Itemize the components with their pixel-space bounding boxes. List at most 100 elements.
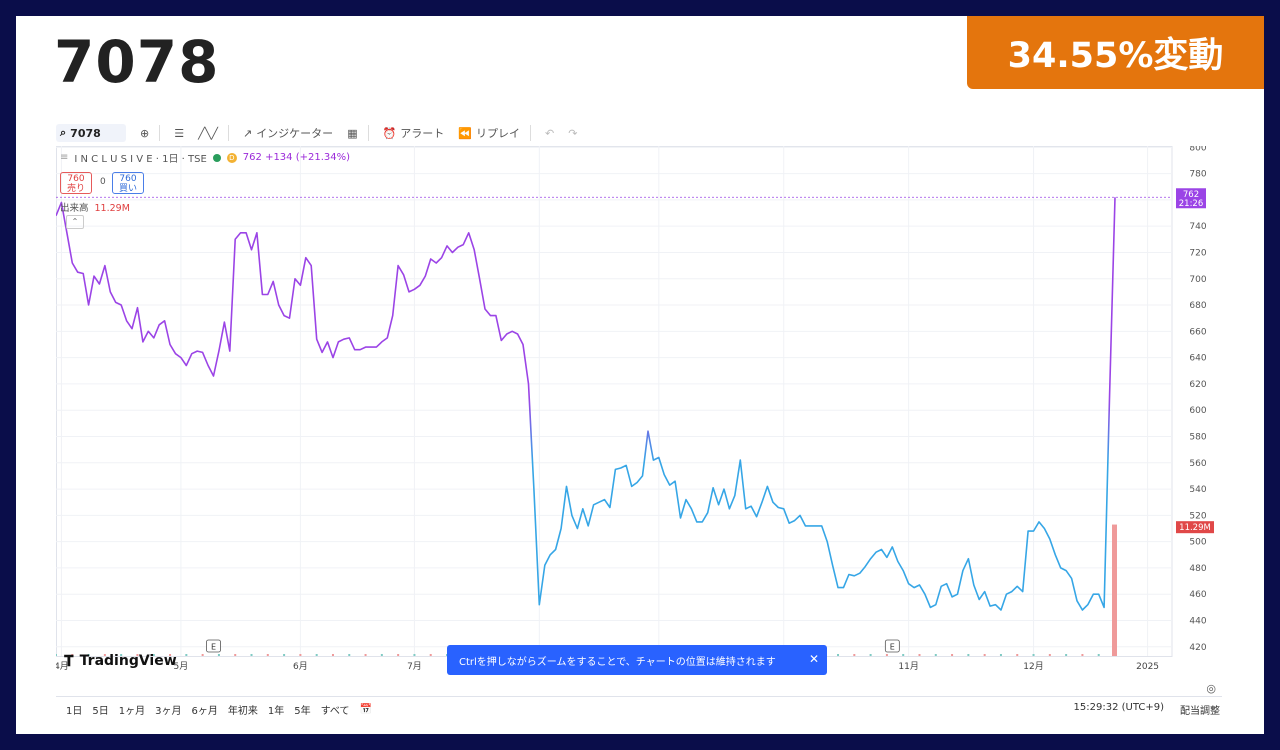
y-tick-label: 680 xyxy=(1189,301,1206,311)
volume-bar xyxy=(413,654,416,656)
volume-bar xyxy=(934,654,937,656)
price-tag xyxy=(1176,188,1206,209)
volume-bar xyxy=(266,654,269,656)
alert-button[interactable]: ⏰ アラート xyxy=(383,125,445,141)
y-tick-label: 620 xyxy=(1189,380,1206,390)
volume-bar xyxy=(234,654,237,656)
close-icon[interactable]: ✕ xyxy=(808,652,819,666)
price-chart[interactable]: 420 440 460 480 500 520 540 560 580 600 620 640 660 6… xyxy=(56,146,1222,696)
tradingview-logo: 𝐓 TradingView xyxy=(64,652,177,670)
volume-bar xyxy=(217,654,220,656)
calendar-icon[interactable]: 📅 xyxy=(359,703,372,715)
symbol-name: I N C L U S I V E · 1日 · TSE xyxy=(74,154,207,165)
symbol-search[interactable]: ⌕ 7078 xyxy=(56,124,126,142)
replay-label: リプレイ xyxy=(476,127,520,140)
add-symbol-icon[interactable]: ⊕ xyxy=(140,126,150,140)
symbol-label: 7078 xyxy=(70,126,101,140)
volume-bar xyxy=(364,654,367,656)
logo-text: TradingView xyxy=(79,653,177,669)
layout-grid-icon[interactable]: ▦ xyxy=(347,126,358,140)
card: 7078 34.55%変動 ⌕ 7078 ⊕ ☰ ╱╲╱ ↗ インジケーター ▦… xyxy=(16,16,1264,734)
ticker-title: 7078 xyxy=(54,28,220,96)
toolbar-divider xyxy=(159,125,161,141)
indicators-button[interactable]: ↗ インジケーター xyxy=(243,125,333,141)
y-tick-label: 460 xyxy=(1189,590,1206,600)
replay-button[interactable]: ⏪ リプレイ xyxy=(458,125,520,141)
bar-style-icon[interactable]: ☰ xyxy=(174,126,185,140)
toolbar-divider xyxy=(227,125,229,141)
change-badge: 34.55%変動 xyxy=(967,16,1264,89)
volume-bar xyxy=(201,654,204,656)
x-tick-label: 5月 xyxy=(174,661,189,672)
timeframe-button[interactable]: 3ヶ月 xyxy=(155,705,182,717)
volume-bar xyxy=(1112,524,1117,656)
collapse-icon[interactable]: ⌃ xyxy=(66,215,84,229)
volume-bar xyxy=(397,654,400,656)
tradingview-widget: ⌕ 7078 ⊕ ☰ ╱╲╱ ↗ インジケーター ▦ ⏰ アラート ⏪ リプレイ xyxy=(56,120,1222,717)
y-tick-label: 800 xyxy=(1189,146,1206,153)
timeframe-button[interactable]: 5日 xyxy=(92,705,109,717)
volume-bar xyxy=(185,654,188,656)
earnings-marker-label: E xyxy=(890,643,895,652)
timeframe-button[interactable]: 1年 xyxy=(267,705,285,717)
alarm-clock-icon: ⏰ xyxy=(382,126,397,140)
volume-bar xyxy=(120,654,123,656)
redo-icon[interactable]: ↷ xyxy=(568,126,578,140)
market-status-icon xyxy=(212,153,221,162)
sell-button[interactable]: 760 売り xyxy=(60,172,92,194)
timeframe-button[interactable]: 5年 xyxy=(294,705,311,717)
timeframe-button[interactable]: すべて xyxy=(320,705,350,717)
chart-toolbar: ⌕ 7078 ⊕ ☰ ╱╲╱ ↗ インジケーター ▦ ⏰ アラート ⏪ リプレイ xyxy=(56,120,1222,146)
y-tick-label: 780 xyxy=(1189,170,1206,180)
x-tick-label: 6月 xyxy=(293,661,308,672)
volume-bar xyxy=(250,654,253,656)
x-tick-label: 12月 xyxy=(1023,661,1043,672)
volume-legend: 出来高 11.29M xyxy=(60,200,130,214)
volume-value: 11.29M xyxy=(94,203,130,214)
volume-bar xyxy=(902,654,905,656)
y-tick-label: 640 xyxy=(1189,354,1206,364)
timeframe-button[interactable]: 1日 xyxy=(66,705,83,717)
indicators-icon: ↗ xyxy=(242,126,253,140)
y-tick-label: 540 xyxy=(1189,485,1206,495)
y-tick-label: 560 xyxy=(1189,459,1206,469)
clock: 15:29:32 (UTC+9) xyxy=(1073,702,1164,713)
price-tag-value: 762 xyxy=(1183,190,1199,200)
spread-value: 0 xyxy=(100,177,106,187)
eye-icon[interactable]: ◎ xyxy=(1206,682,1216,695)
volume-bar xyxy=(56,654,57,656)
volume-tag xyxy=(1176,521,1214,534)
line-style-icon[interactable]: ╱╲╱ xyxy=(198,126,218,140)
menu-icon[interactable]: ≡ xyxy=(60,152,69,163)
volume-bar xyxy=(299,654,302,656)
price-line xyxy=(56,197,1116,611)
zoom-hint-toast: Ctrlを押しながらズームをすることで、チャートの位置は維持されます ✕ xyxy=(447,645,827,675)
toast-text: Ctrlを押しながらズームをすることで、チャートの位置は維持されます xyxy=(459,656,776,668)
y-tick-label: 600 xyxy=(1189,406,1206,416)
volume-bar xyxy=(87,654,90,656)
buy-button[interactable]: 760 買い xyxy=(112,172,144,194)
volume-bar xyxy=(999,654,1002,656)
volume-bar xyxy=(837,654,840,656)
y-tick-label: 520 xyxy=(1189,511,1206,521)
y-tick-label: 700 xyxy=(1189,275,1206,285)
timeframe-button[interactable]: 1ヶ月 xyxy=(118,705,146,717)
adjust-button[interactable]: 配当調整 xyxy=(1180,706,1220,717)
undo-icon[interactable]: ↶ xyxy=(545,126,555,140)
earnings-marker xyxy=(206,639,221,653)
volume-bar xyxy=(380,654,383,656)
y-tick-label: 420 xyxy=(1189,643,1206,653)
chart-legend: ≡ I N C L U S I V E · 1日 · TSE D 762 +13… xyxy=(60,150,350,165)
volume-bar xyxy=(885,654,888,656)
volume-bar xyxy=(1032,654,1035,656)
plot-border xyxy=(56,146,1173,657)
timeframe-button[interactable]: 6ヶ月 xyxy=(191,705,218,717)
volume-bar xyxy=(1048,654,1051,656)
timeframe-button[interactable]: 年初来 xyxy=(227,705,258,717)
earnings-marker xyxy=(884,639,900,653)
volume-bar xyxy=(983,654,986,656)
y-tick-label: 740 xyxy=(1189,222,1206,232)
volume-bar xyxy=(1081,654,1084,656)
y-tick-label: 720 xyxy=(1189,248,1206,258)
volume-bar xyxy=(348,654,351,656)
